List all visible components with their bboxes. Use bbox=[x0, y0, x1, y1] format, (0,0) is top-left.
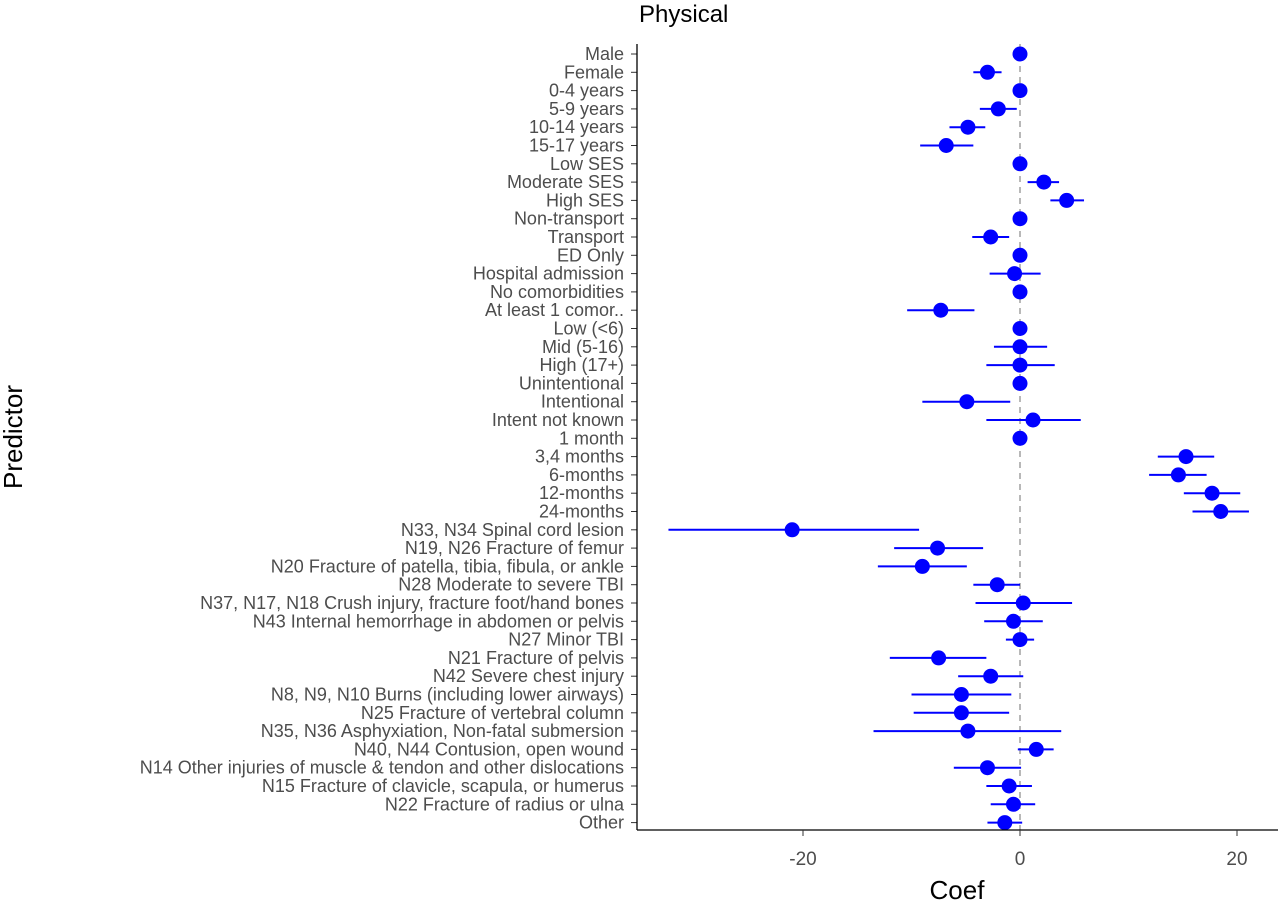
coef-point bbox=[997, 815, 1013, 831]
coef-point bbox=[1012, 156, 1028, 172]
coef-point bbox=[784, 522, 800, 538]
coef-point bbox=[983, 229, 999, 245]
y-tick-label: High (17+) bbox=[539, 355, 624, 375]
y-tick-label: 1 month bbox=[559, 428, 624, 448]
coef-point bbox=[1005, 796, 1021, 812]
x-ticks: -20 0 20 bbox=[789, 830, 1248, 870]
x-axis-title: Coef bbox=[930, 875, 986, 902]
coef-point bbox=[1012, 430, 1028, 446]
y-tick-label: 5-9 years bbox=[549, 99, 624, 119]
y-tick-label: Male bbox=[585, 44, 624, 64]
y-tick-label: N19, N26 Fracture of femur bbox=[405, 538, 624, 558]
coef-point bbox=[1025, 412, 1041, 428]
x-tick-label: 0 bbox=[1015, 849, 1026, 870]
y-tick-label: N15 Fracture of clavicle, scapula, or hu… bbox=[262, 776, 624, 796]
y-tick-label: Transport bbox=[548, 227, 624, 247]
y-tick-label: N14 Other injuries of muscle & tendon an… bbox=[140, 758, 624, 778]
coef-point bbox=[914, 558, 930, 574]
y-tick-label: 0-4 years bbox=[549, 81, 624, 101]
chart-title: Physical bbox=[639, 1, 728, 28]
y-tick-label: Intent not known bbox=[492, 410, 624, 430]
y-tick-label: N43 Internal hemorrhage in abdomen or pe… bbox=[253, 611, 624, 631]
coef-point bbox=[933, 302, 949, 318]
coef-point bbox=[979, 64, 995, 80]
coef-point bbox=[960, 723, 976, 739]
y-tick-label: Mid (5-16) bbox=[542, 337, 624, 357]
coef-point bbox=[1005, 613, 1021, 629]
coef-point bbox=[1001, 778, 1017, 794]
x-tick-label: 20 bbox=[1226, 849, 1247, 870]
coef-point bbox=[953, 687, 969, 702]
coef-point bbox=[1012, 284, 1028, 300]
y-tick-label: No comorbidities bbox=[490, 282, 624, 302]
coef-point bbox=[1012, 321, 1028, 336]
y-tick-label: N42 Severe chest injury bbox=[433, 666, 624, 686]
y-tick-label: 3,4 months bbox=[535, 447, 624, 467]
y-tick-label: Low SES bbox=[550, 154, 624, 174]
y-tick-label: Hospital admission bbox=[473, 264, 624, 284]
y-tick-label: At least 1 comor.. bbox=[485, 300, 624, 320]
y-tick-label: ED Only bbox=[557, 245, 624, 265]
y-tick-label: N22 Fracture of radius or ulna bbox=[385, 794, 625, 814]
y-tick-label: N40, N44 Contusion, open wound bbox=[354, 739, 624, 759]
y-tick-label: N8, N9, N10 Burns (including lower airwa… bbox=[271, 685, 624, 705]
coef-point bbox=[1007, 266, 1023, 282]
y-tick-label: 12-months bbox=[539, 483, 624, 503]
y-tick-label: 6-months bbox=[549, 465, 624, 485]
y-axis-title: Predictor bbox=[0, 385, 28, 489]
y-tick-label: N37, N17, N18 Crush injury, fracture foo… bbox=[200, 593, 624, 613]
coef-point bbox=[1178, 449, 1194, 465]
y-tick-label: Non-transport bbox=[514, 209, 624, 229]
coef-point bbox=[1028, 741, 1044, 757]
y-tick-label: Intentional bbox=[541, 392, 624, 412]
y-tick-label: Moderate SES bbox=[507, 172, 624, 192]
y-tick-label: 15-17 years bbox=[529, 136, 624, 156]
y-tick-label: N20 Fracture of patella, tibia, fibula, … bbox=[271, 556, 624, 576]
coef-point bbox=[1012, 632, 1028, 648]
coef-point bbox=[1204, 485, 1220, 501]
coef-point bbox=[938, 138, 954, 153]
y-tick-label: N25 Fracture of vertebral column bbox=[361, 703, 624, 723]
y-tick-label: Low (<6) bbox=[553, 319, 624, 339]
y-tick-label: High SES bbox=[546, 190, 624, 210]
coef-point bbox=[1015, 595, 1031, 611]
coef-point bbox=[1012, 357, 1028, 373]
coef-point bbox=[989, 577, 1005, 593]
y-tick-label: 10-14 years bbox=[529, 117, 624, 137]
y-tick-label: Other bbox=[579, 813, 624, 833]
y-tick-label: N28 Moderate to severe TBI bbox=[398, 575, 624, 595]
coef-point bbox=[1012, 211, 1028, 227]
coef-point bbox=[959, 394, 975, 410]
coef-point bbox=[990, 101, 1006, 117]
coef-point bbox=[930, 540, 946, 556]
coef-point bbox=[1012, 339, 1028, 355]
y-tick-label: 24-months bbox=[539, 502, 624, 522]
y-tick-label: N35, N36 Asphyxiation, Non-fatal submers… bbox=[261, 721, 624, 741]
coef-point bbox=[960, 119, 976, 135]
coef-point bbox=[1036, 174, 1052, 190]
y-tick-label: Female bbox=[564, 62, 624, 82]
coef-point bbox=[1170, 467, 1186, 483]
coef-point bbox=[1059, 192, 1075, 208]
coef-point bbox=[1012, 375, 1028, 391]
coef-point bbox=[1012, 46, 1028, 62]
coef-point bbox=[931, 650, 947, 666]
coef-point bbox=[1213, 504, 1229, 519]
y-tick-label: Unintentional bbox=[519, 373, 624, 393]
y-tick-label: N33, N34 Spinal cord lesion bbox=[401, 520, 624, 540]
y-tick-label: N21 Fracture of pelvis bbox=[448, 648, 624, 668]
chart-marks bbox=[668, 44, 1249, 831]
x-tick-label: -20 bbox=[789, 849, 816, 870]
coef-point bbox=[953, 705, 969, 721]
coef-point bbox=[983, 668, 999, 684]
coef-point bbox=[979, 760, 995, 776]
y-tick-label: N27 Minor TBI bbox=[508, 630, 624, 650]
coef-point bbox=[1012, 247, 1028, 263]
coef-point bbox=[1012, 83, 1028, 99]
